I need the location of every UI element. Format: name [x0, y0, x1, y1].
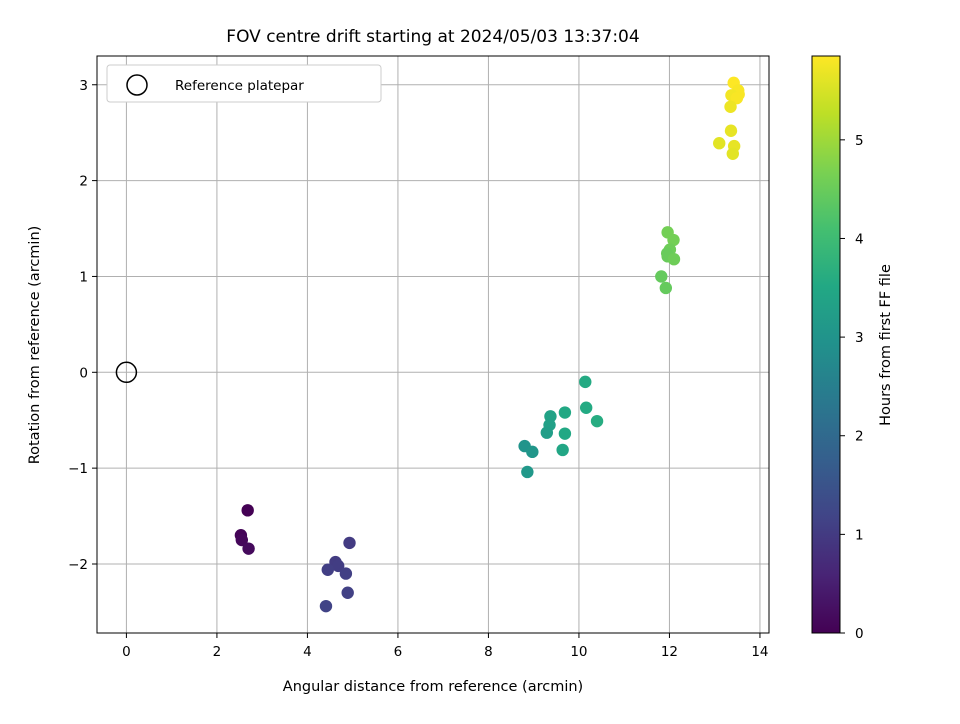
- data-point: [242, 542, 255, 555]
- data-point: [713, 137, 726, 150]
- colorbar-tick-label: 5: [855, 133, 864, 149]
- colorbar-tick-label: 2: [855, 429, 864, 445]
- x-tick-label: 4: [303, 644, 312, 660]
- x-tick-label: 14: [751, 644, 768, 660]
- data-point: [556, 443, 569, 457]
- data-point: [726, 147, 739, 160]
- y-tick-label: 2: [79, 174, 88, 190]
- colorbar: 0 1 2 3 4 5: [811, 55, 864, 642]
- x-tick-label: 6: [394, 644, 403, 660]
- x-tick-label: 0: [122, 644, 131, 660]
- data-point: [579, 401, 593, 414]
- data-point: [526, 445, 539, 459]
- legend-box: [106, 64, 382, 103]
- data-point: [343, 536, 356, 550]
- legend-marker: [126, 74, 148, 96]
- legend: Reference platepar: [106, 64, 382, 103]
- colorbar-tick-label: 1: [855, 527, 864, 543]
- data-point: [241, 504, 254, 517]
- data-point: [558, 427, 572, 440]
- x-tick-label: 12: [661, 644, 678, 660]
- data-point: [724, 100, 737, 113]
- y-tick-label: 0: [79, 365, 88, 381]
- y-tick-label: −1: [68, 461, 88, 477]
- x-tick-label: 2: [213, 644, 222, 660]
- axes-frame: [96, 55, 770, 634]
- data-point: [730, 91, 744, 105]
- data-point: [540, 426, 554, 439]
- data-point: [319, 599, 333, 613]
- data-point: [521, 465, 534, 479]
- y-tick-label: −2: [68, 557, 88, 573]
- colorbar-label: Hours from first FF file: [878, 264, 894, 426]
- x-tick-label: 8: [484, 644, 493, 660]
- colorbar-tick-label: 4: [855, 231, 864, 247]
- colorbar-tick-label: 3: [855, 330, 864, 346]
- data-point: [558, 406, 572, 419]
- colorbar-tick-label: 0: [855, 626, 864, 642]
- data-point: [341, 586, 354, 599]
- reference-point-marker: [115, 361, 138, 384]
- data-point: [579, 375, 592, 389]
- x-axis-label: Angular distance from reference (arcmin): [283, 679, 583, 695]
- colorbar-gradient: [811, 55, 841, 634]
- data-point: [655, 270, 668, 283]
- data-point: [590, 414, 604, 428]
- y-tick-label: 3: [79, 78, 88, 94]
- y-tick-label: 1: [79, 269, 88, 285]
- chart-title: FOV centre drift starting at 2024/05/03 …: [226, 27, 639, 47]
- legend-label: Reference platepar: [175, 78, 304, 94]
- data-point: [339, 567, 353, 580]
- data-point: [331, 559, 345, 573]
- data-point: [724, 124, 738, 137]
- data-point: [659, 281, 673, 295]
- data-point: [235, 533, 249, 547]
- data-point: [667, 252, 681, 266]
- data-point: [321, 563, 334, 576]
- y-axis-label: Rotation from reference (arcmin): [27, 226, 43, 465]
- data-point: [667, 233, 680, 247]
- x-tick-label: 10: [570, 644, 587, 660]
